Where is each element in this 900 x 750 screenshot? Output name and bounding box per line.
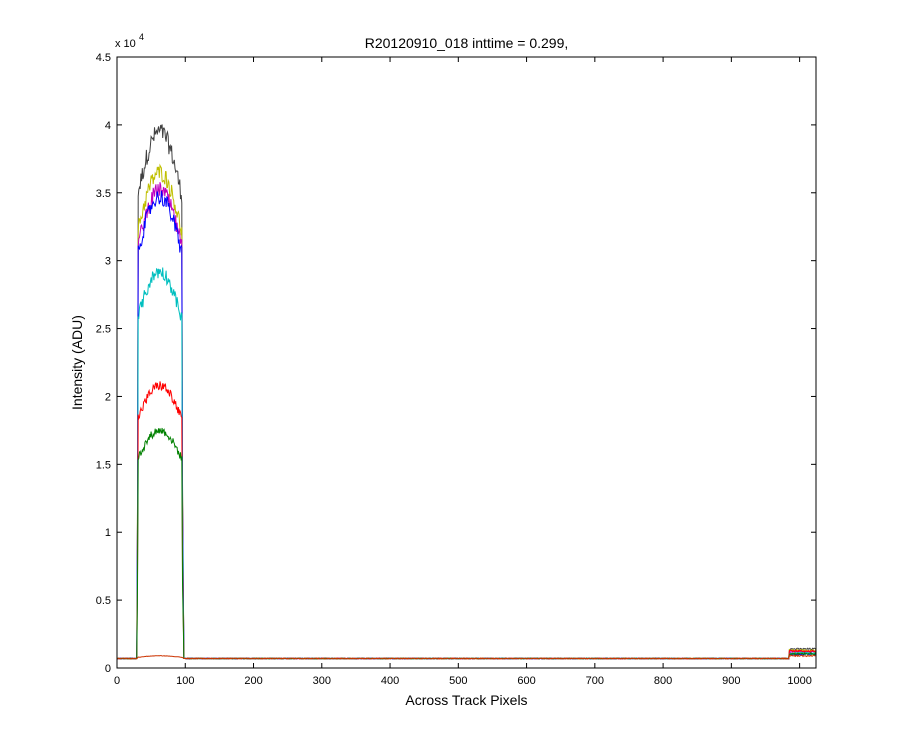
series-line-2 (116, 163, 817, 660)
series-line-5 (117, 267, 817, 660)
y-tick-label: 4.5 (96, 52, 111, 64)
series-line-3 (116, 182, 817, 660)
series-layer (116, 124, 817, 660)
series-line-1 (116, 124, 817, 660)
y-tick-label: 3.5 (96, 188, 111, 200)
chart-title: R20120910_018 inttime = 0.299, (365, 35, 569, 51)
x-axis-label: Across Track Pixels (405, 692, 527, 708)
y-axis-multiplier-exponent: 4 (139, 32, 144, 42)
y-tick-label: 1.5 (96, 459, 111, 471)
x-tick-label: 700 (586, 675, 604, 687)
y-tick-label: 1 (105, 527, 111, 539)
y-tick-label: 0.5 (96, 595, 111, 607)
plot-frame (116, 56, 817, 669)
y-tick-label: 0 (105, 663, 111, 675)
y-axis: 0 0.5 1 1.5 2 2.5 3 3.5 4 4.5 (96, 52, 816, 675)
y-tick-label: 4 (105, 120, 111, 132)
x-tick-label: 900 (722, 675, 740, 687)
y-tick-label: 3 (105, 256, 111, 268)
x-tick-label: 300 (313, 675, 331, 687)
series-line-8 (116, 653, 817, 660)
series-line-6 (116, 381, 817, 660)
series-line-4 (117, 190, 817, 660)
x-tick-label: 500 (449, 675, 467, 687)
y-tick-label: 2.5 (96, 324, 111, 336)
y-tick-label: 2 (105, 391, 111, 403)
x-tick-label: 600 (517, 675, 535, 687)
y-axis-multiplier: x 10 (115, 38, 136, 50)
x-tick-label: 0 (114, 675, 120, 687)
x-tick-label: 400 (381, 675, 399, 687)
x-tick-label: 100 (176, 675, 194, 687)
x-axis: 0 100 200 300 400 500 600 700 800 900 1000 (114, 57, 812, 687)
series-line-7 (116, 427, 817, 660)
x-tick-label: 200 (244, 675, 262, 687)
x-tick-label: 1000 (787, 675, 811, 687)
y-axis-label: Intensity (ADU) (69, 315, 85, 410)
x-tick-label: 800 (654, 675, 672, 687)
